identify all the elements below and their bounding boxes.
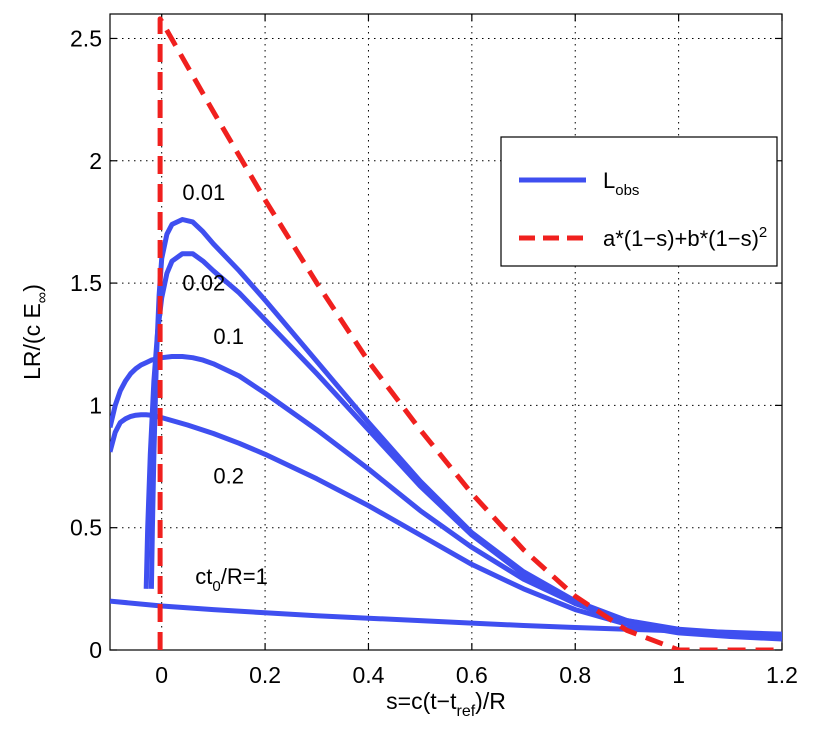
curve-annotation: ct0/R=1 bbox=[195, 564, 268, 595]
series-line-1 bbox=[110, 598, 782, 637]
legend: Lobs a*(1−s)+b*(1−s)2 bbox=[500, 136, 778, 267]
y-tick-label: 1.5 bbox=[70, 270, 102, 296]
series-line-0-2 bbox=[110, 412, 782, 642]
x-tick-label: 1 bbox=[672, 662, 685, 688]
x-tick-label: 0 bbox=[155, 662, 168, 688]
curve-annotation: 0.02 bbox=[182, 270, 225, 295]
x-tick-label: 0.4 bbox=[352, 662, 384, 688]
plot-frame bbox=[109, 13, 783, 651]
y-axis-label: LR/(c E∞) bbox=[19, 284, 51, 380]
axes: 0 0.2 0.4 0.6 0.8 1 1.2 0 0.5 1 1.5 2 2.5 bbox=[70, 13, 798, 688]
x-tick-label: 0.6 bbox=[456, 662, 488, 688]
curve-annotation: 0.2 bbox=[213, 464, 244, 489]
annotations: 0.01 0.02 0.1 0.2 ct0/R=1 bbox=[182, 180, 267, 595]
y-tick-label: 0.5 bbox=[70, 515, 102, 541]
axis-labels: s=c(t−tref)/R LR/(c E∞) bbox=[19, 284, 506, 720]
y-tick-label: 0 bbox=[89, 637, 102, 663]
x-tick-label: 1.2 bbox=[766, 662, 798, 688]
legend-label: Lobs bbox=[603, 168, 639, 199]
curve-annotation: 0.1 bbox=[213, 324, 244, 349]
x-tick-label: 0.8 bbox=[559, 662, 591, 688]
legend-label: a*(1−s)+b*(1−s)2 bbox=[603, 224, 767, 251]
legend-box bbox=[500, 136, 778, 267]
y-tick-label: 2 bbox=[89, 148, 102, 174]
series-line-0-1 bbox=[110, 354, 782, 641]
series-line-fit bbox=[157, 16, 782, 650]
curve-annotation: 0.01 bbox=[182, 180, 225, 205]
x-tick-label: 0.2 bbox=[249, 662, 281, 688]
x-axis-label: s=c(t−tref)/R bbox=[386, 688, 506, 720]
y-tick-label: 1 bbox=[89, 392, 102, 418]
series-layer bbox=[110, 16, 782, 650]
y-tick-label: 2.5 bbox=[70, 25, 102, 51]
